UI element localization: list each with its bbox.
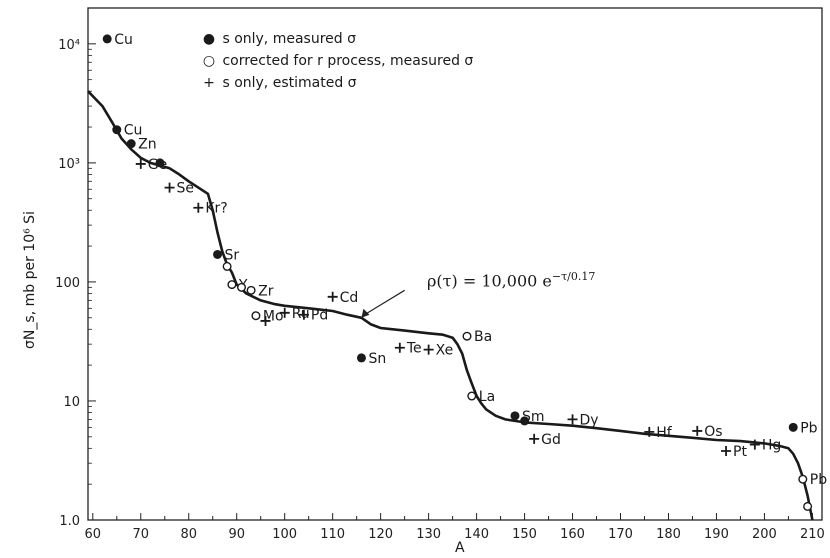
point-label: Hf	[656, 425, 673, 441]
plus-point	[279, 307, 290, 318]
plus-point	[193, 202, 204, 213]
plus-point	[260, 315, 271, 326]
filled-circle-icon: ●	[202, 31, 216, 47]
plus-point	[644, 426, 655, 437]
plus-point	[721, 445, 732, 456]
point-label: Ba	[474, 329, 492, 345]
filled-point	[102, 34, 112, 44]
point-label: Cd	[340, 290, 359, 306]
point-label: Hg	[762, 438, 781, 454]
open-point	[251, 311, 261, 321]
y-axis-label: σN_s, mb per 10⁶ Si	[22, 211, 38, 349]
filled-point	[520, 416, 530, 426]
point-label: Pb	[810, 472, 827, 488]
legend-label: s only, measured σ	[222, 31, 356, 47]
open-point	[237, 282, 247, 292]
annotation-text: ρ(τ) = 10,000 e	[427, 271, 552, 291]
point-label: Gd	[541, 432, 561, 448]
plus-point	[135, 158, 146, 169]
open-point	[467, 391, 477, 401]
plus-point	[298, 309, 309, 320]
plot-frame	[87, 7, 823, 521]
point-label: La	[479, 389, 495, 405]
y-tick-label: 10⁴	[58, 38, 80, 53]
filled-point	[510, 411, 520, 421]
filled-point	[155, 158, 165, 168]
x-axis-label: A	[455, 540, 465, 556]
point-label: Se	[177, 181, 195, 197]
x-tick-label: 170	[608, 527, 633, 542]
x-tick-label: 110	[320, 527, 345, 542]
filled-point	[788, 422, 798, 432]
open-point	[462, 331, 472, 341]
plus-icon: +	[203, 75, 215, 91]
point-label: Pt	[733, 444, 747, 460]
legend: ● s only, measured σ ○ corrected for r p…	[200, 28, 473, 94]
open-point	[803, 501, 813, 511]
open-point	[798, 474, 808, 484]
annotation-exponent: −τ/0.17	[551, 270, 596, 283]
annotation-arrowhead	[361, 308, 370, 318]
y-tick-label: 1.0	[59, 514, 80, 529]
filled-point	[126, 139, 136, 149]
filled-point	[112, 125, 122, 135]
plus-point	[394, 342, 405, 353]
point-label: Ru	[292, 306, 310, 322]
legend-label: s only, estimated σ	[222, 75, 357, 91]
curve-annotation: ρ(τ) = 10,000 e−τ/0.17	[427, 270, 595, 290]
plus-point	[327, 291, 338, 302]
legend-item-plus: + s only, estimated σ	[200, 72, 473, 94]
x-tick-label: 150	[512, 527, 537, 542]
x-tick-label: 160	[560, 527, 585, 542]
open-point	[246, 285, 256, 295]
x-tick-label: 210	[800, 527, 825, 542]
plus-point	[423, 344, 434, 355]
model-curve	[87, 90, 814, 521]
point-label: Os	[704, 424, 722, 440]
plus-point	[749, 439, 760, 450]
point-label: Sr	[225, 247, 240, 263]
point-label: Te	[406, 341, 422, 357]
plus-point	[164, 182, 175, 193]
filled-point	[356, 353, 366, 363]
filled-point	[213, 249, 223, 259]
point-label: Xe	[436, 343, 454, 359]
plus-point	[692, 425, 703, 436]
legend-item-open: ○ corrected for r process, measured σ	[200, 50, 473, 72]
point-label: Dy	[580, 412, 599, 428]
x-tick-label: 120	[368, 527, 393, 542]
plus-point	[567, 414, 578, 425]
x-tick-label: 90	[228, 527, 245, 542]
x-tick-label: 180	[656, 527, 681, 542]
legend-label: corrected for r process, measured σ	[222, 53, 474, 69]
x-tick-label: 80	[180, 527, 197, 542]
point-label: Pb	[800, 420, 817, 436]
x-tick-label: 100	[272, 527, 297, 542]
x-tick-label: 200	[752, 527, 777, 542]
legend-item-filled: ● s only, measured σ	[200, 28, 473, 50]
point-label: Ge	[148, 157, 167, 173]
point-label: Zr	[258, 283, 274, 299]
open-point	[227, 280, 237, 290]
point-label: Zn	[138, 137, 156, 153]
annotation-arrow	[364, 289, 405, 316]
y-tick-label: 10³	[58, 157, 80, 172]
x-tick-label: 70	[132, 527, 149, 542]
y-tick-label: 10	[63, 395, 80, 410]
x-tick-label: 190	[704, 527, 729, 542]
point-label: Cu	[114, 32, 133, 48]
point-label: Kr?	[205, 201, 227, 217]
point-label: Cu	[124, 123, 143, 139]
y-tick-label: 100	[55, 276, 80, 291]
x-tick-label: 140	[464, 527, 489, 542]
plus-point	[529, 433, 540, 444]
open-point	[222, 261, 232, 271]
point-label: Sn	[368, 351, 386, 367]
x-tick-label: 130	[416, 527, 441, 542]
open-circle-icon: ○	[202, 53, 216, 69]
x-tick-label: 60	[85, 527, 102, 542]
point-label: Pd	[311, 308, 328, 324]
